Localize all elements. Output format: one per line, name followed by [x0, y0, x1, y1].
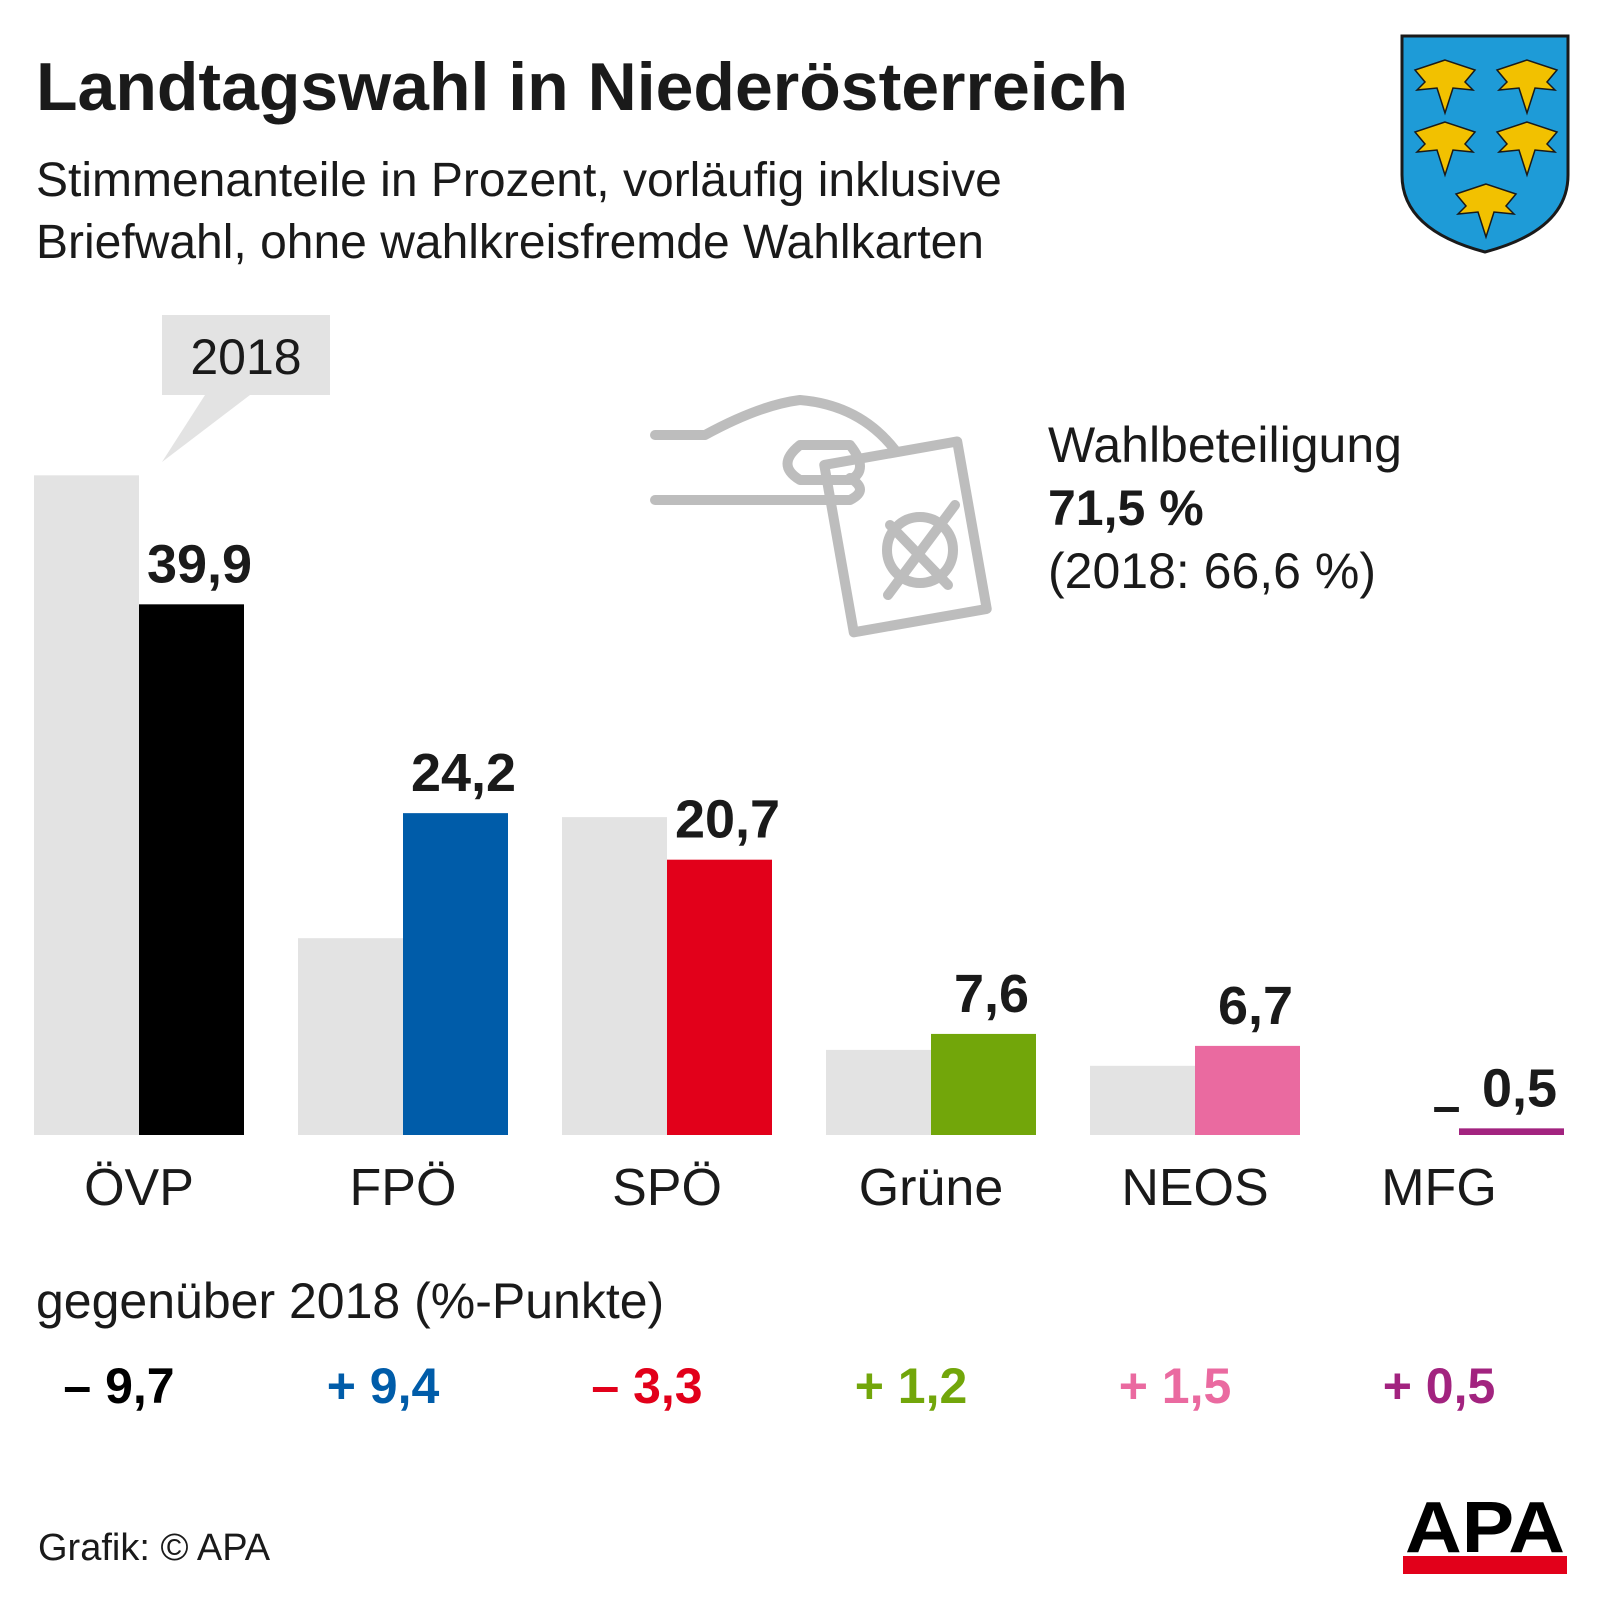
category-label: NEOS — [1121, 1159, 1268, 1217]
ballot-hand-icon — [650, 395, 992, 638]
chart-subtitle-1: Stimmenanteile in Prozent, vorläufig ink… — [36, 154, 1002, 207]
bar-2023-0 — [139, 604, 244, 1135]
bar-2023-5 — [1459, 1128, 1564, 1135]
bar-2023-3 — [931, 1033, 1036, 1135]
bar-2018-0 — [34, 475, 139, 1135]
change-value: + 9,4 — [327, 1358, 440, 1414]
bar-2018-1 — [298, 938, 403, 1135]
turnout-label: Wahlbeteiligung — [1048, 417, 1402, 473]
coat-of-arms-icon — [1400, 34, 1570, 254]
bar-2018-missing-label: – — [1433, 1078, 1461, 1134]
legend-callout-label: 2018 — [190, 329, 301, 385]
chart-subtitle-2: Briefwahl, ohne wahlkreisfremde Wahlkart… — [36, 216, 984, 269]
bars: 39,9 ÖVP 24,2 FPÖ 20,7 SPÖ 7,6 Grüne 6,7 NEOS – 0,5… — [34, 475, 1564, 1217]
change-value: – 3,3 — [591, 1358, 702, 1414]
bar-value-label: 0,5 — [1482, 1058, 1557, 1118]
category-label: FPÖ — [350, 1159, 457, 1217]
category-label: SPÖ — [612, 1159, 722, 1217]
bar-2023-1 — [403, 813, 508, 1135]
turnout-value: 71,5 % — [1048, 480, 1204, 536]
bar-2023-4 — [1195, 1045, 1300, 1135]
bar-value-label: 6,7 — [1218, 976, 1293, 1036]
change-value: + 0,5 — [1383, 1358, 1496, 1414]
bar-value-label: 7,6 — [954, 964, 1029, 1024]
svg-text:APA: APA — [1405, 1488, 1565, 1568]
bar-value-label: 20,7 — [675, 790, 780, 850]
footer-credit: Grafik: © APA — [38, 1527, 271, 1569]
change-value: – 9,7 — [63, 1358, 174, 1414]
legend-callout-2018: 2018 — [162, 315, 330, 462]
bar-2018-2 — [562, 817, 667, 1135]
change-value: + 1,5 — [1119, 1358, 1232, 1414]
apa-logo: APA — [1403, 1488, 1567, 1574]
bar-2023-2 — [667, 859, 772, 1135]
change-title: gegenüber 2018 (%-Punkte) — [36, 1273, 664, 1329]
category-label: ÖVP — [84, 1159, 194, 1217]
bar-value-label: 39,9 — [147, 534, 252, 594]
category-label: MFG — [1381, 1159, 1497, 1217]
change-value: + 1,2 — [855, 1358, 968, 1414]
bar-value-label: 24,2 — [411, 743, 516, 803]
changes: – 9,7 + 9,4 – 3,3 + 1,2 + 1,5 + 0,5 — [63, 1358, 1495, 1414]
bar-2018-4 — [1090, 1065, 1195, 1135]
chart-title: Landtagswahl in Niederösterreich — [36, 49, 1128, 125]
category-label: Grüne — [859, 1159, 1004, 1217]
turnout-previous: (2018: 66,6 %) — [1048, 543, 1376, 599]
bar-2018-3 — [826, 1049, 931, 1135]
